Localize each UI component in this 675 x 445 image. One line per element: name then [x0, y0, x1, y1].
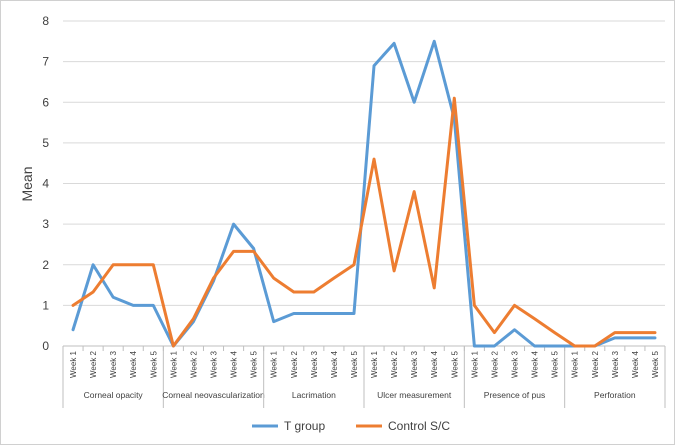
x-tick-label: Week 3	[511, 350, 520, 378]
x-tick-label: Week 2	[89, 350, 98, 378]
x-tick-label: Week 2	[490, 350, 499, 378]
x-tick-label: Week 3	[410, 350, 419, 378]
x-tick-label: Week 1	[470, 350, 479, 378]
y-tick-label: 6	[42, 95, 49, 109]
y-tick-label: 0	[42, 339, 49, 353]
x-tick-label: Week 1	[69, 350, 78, 378]
x-tick-label: Week 2	[189, 350, 198, 378]
group-label: Ulcer measurement	[377, 390, 452, 400]
group-label: Lacrimation	[292, 390, 336, 400]
x-tick-label: Week 3	[109, 350, 118, 378]
group-label: Corneal neovascularization	[162, 390, 265, 400]
x-tick-label: Week 3	[310, 350, 319, 378]
x-tick-label: Week 4	[230, 350, 239, 378]
x-tick-label: Week 4	[330, 350, 339, 378]
group-label: Perforation	[594, 390, 636, 400]
x-tick-label: Week 3	[611, 350, 620, 378]
x-tick-label: Week 4	[430, 350, 439, 378]
x-tick-label: Week 1	[169, 350, 178, 378]
x-tick-label: Week 5	[551, 350, 560, 378]
x-tick-label: Week 1	[571, 350, 580, 378]
y-tick-label: 5	[42, 136, 49, 150]
x-tick-label: Week 5	[450, 350, 459, 378]
x-tick-label: Week 4	[129, 350, 138, 378]
x-tick-label: Week 3	[210, 350, 219, 378]
x-tick-label: Week 5	[250, 350, 259, 378]
series-line	[71, 96, 657, 348]
x-tick-label: Week 2	[290, 350, 299, 378]
x-tick-label: Week 4	[631, 350, 640, 378]
x-tick-label: Week 1	[370, 350, 379, 378]
group-label: Corneal opacity	[84, 390, 144, 400]
group-label: Presence of pus	[484, 390, 545, 400]
x-tick-label: Week 5	[350, 350, 359, 378]
y-tick-label: 3	[42, 217, 49, 231]
y-tick-label: 1	[42, 298, 49, 312]
legend-label: T group	[284, 419, 325, 433]
series-line	[71, 39, 657, 348]
y-axis-title: Mean	[19, 166, 35, 201]
x-tick-label: Week 2	[591, 350, 600, 378]
legend-label: Control S/C	[388, 419, 450, 433]
x-tick-label: Week 5	[651, 350, 660, 378]
y-tick-label: 2	[42, 258, 49, 272]
x-tick-label: Week 1	[270, 350, 279, 378]
x-tick-label: Week 2	[390, 350, 399, 378]
x-tick-label: Week 4	[531, 350, 540, 378]
y-tick-label: 4	[42, 177, 49, 191]
y-tick-label: 8	[42, 14, 49, 28]
x-tick-label: Week 5	[149, 350, 158, 378]
y-tick-label: 7	[42, 55, 49, 69]
